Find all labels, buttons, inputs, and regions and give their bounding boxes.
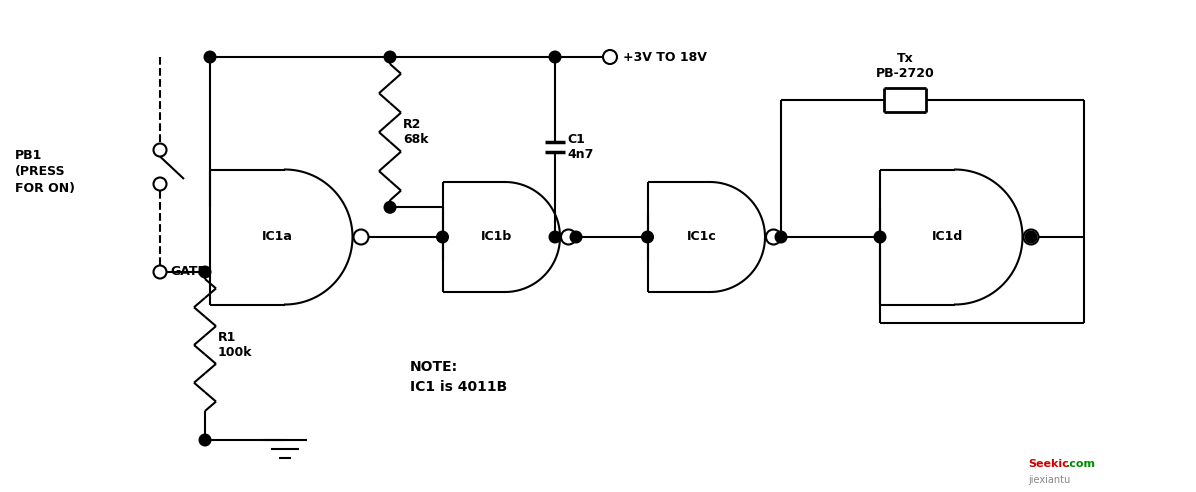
Circle shape (384, 51, 396, 63)
Text: NOTE:
IC1 is 4011B: NOTE: IC1 is 4011B (410, 360, 507, 394)
Circle shape (549, 231, 561, 243)
Text: +3V TO 18V: +3V TO 18V (623, 51, 707, 63)
Text: R2
68k: R2 68k (403, 118, 428, 146)
Text: IC1a: IC1a (262, 230, 293, 244)
Text: R1
100k: R1 100k (218, 331, 252, 359)
Text: jiexiantu: jiexiantu (1029, 475, 1070, 485)
Circle shape (205, 51, 215, 63)
Circle shape (561, 229, 576, 245)
Circle shape (153, 144, 166, 156)
Circle shape (775, 231, 787, 243)
Circle shape (1025, 231, 1037, 243)
Circle shape (153, 266, 166, 278)
Circle shape (200, 266, 210, 278)
Circle shape (1024, 229, 1038, 245)
Text: .com: .com (1066, 459, 1096, 469)
Text: GATE: GATE (170, 266, 206, 278)
Circle shape (874, 231, 886, 243)
Circle shape (153, 178, 166, 190)
Circle shape (570, 231, 581, 243)
Text: PB1
(PRESS
FOR ON): PB1 (PRESS FOR ON) (16, 149, 75, 195)
Text: IC1b: IC1b (481, 230, 513, 244)
Circle shape (437, 231, 448, 243)
Circle shape (642, 231, 653, 243)
Circle shape (384, 202, 396, 213)
Circle shape (200, 434, 210, 446)
Text: Seekic: Seekic (1029, 459, 1069, 469)
Circle shape (354, 229, 368, 245)
Circle shape (603, 50, 617, 64)
Text: C1
4n7: C1 4n7 (567, 133, 593, 161)
Text: IC1d: IC1d (932, 230, 963, 244)
Text: Tx
PB-2720: Tx PB-2720 (875, 52, 934, 80)
Circle shape (549, 51, 561, 63)
Text: IC1c: IC1c (688, 230, 716, 244)
Circle shape (765, 229, 781, 245)
